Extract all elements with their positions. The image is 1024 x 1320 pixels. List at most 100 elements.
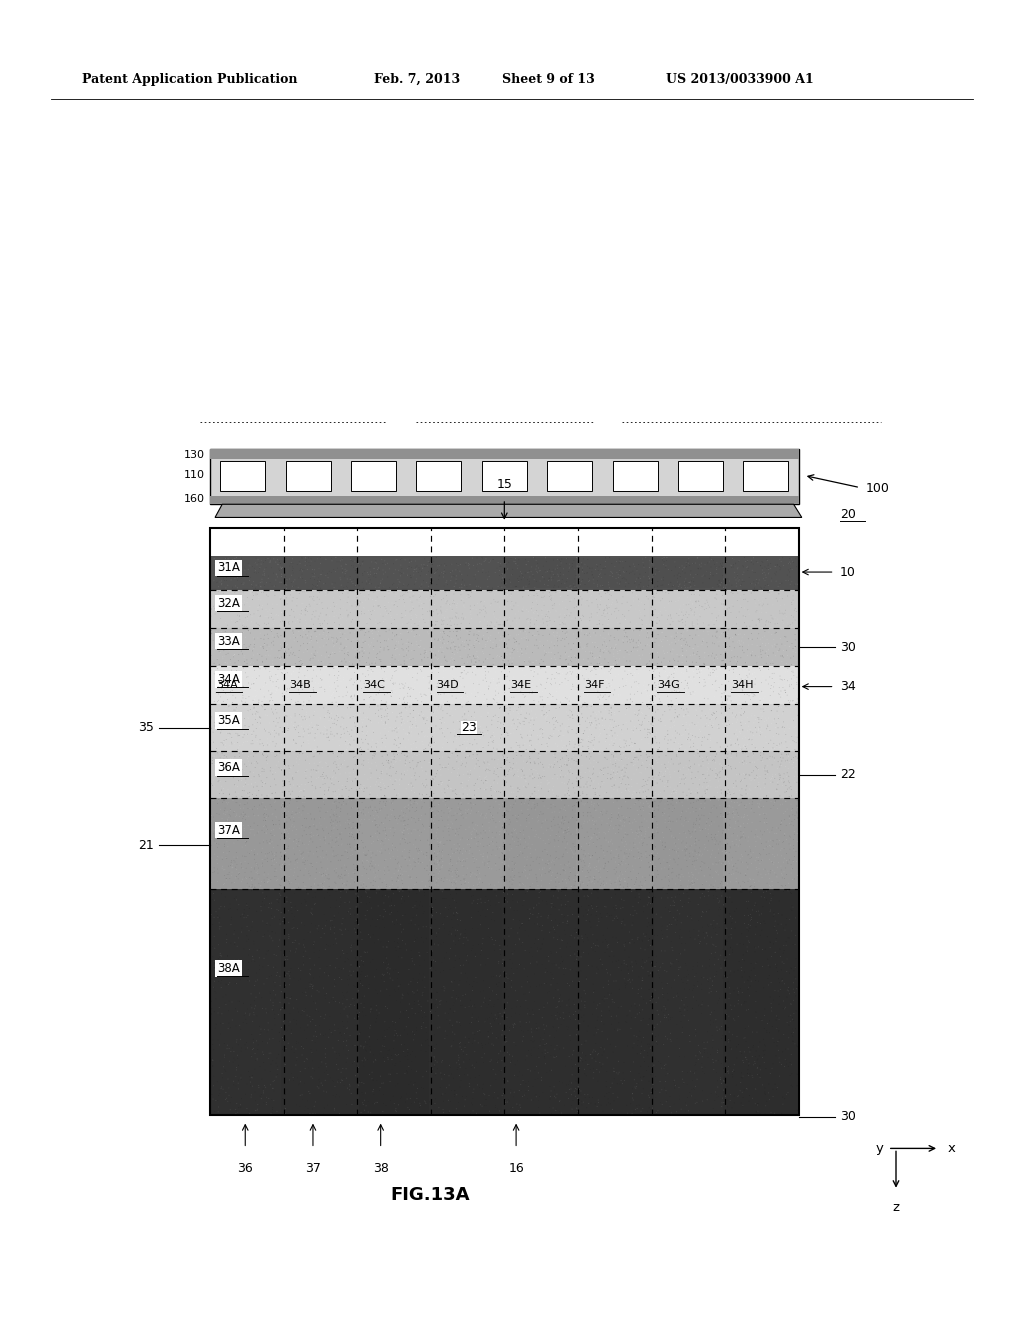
- Point: [424, 624, 440, 645]
- Point: [210, 1002, 226, 1023]
- Point: [334, 1069, 350, 1090]
- Point: [719, 1061, 735, 1082]
- Point: [415, 708, 431, 729]
- Point: [618, 627, 635, 648]
- Point: [732, 816, 749, 837]
- Point: [788, 675, 805, 696]
- Point: [727, 733, 743, 754]
- Point: [474, 846, 490, 867]
- Point: [321, 622, 337, 643]
- Point: [333, 998, 349, 1019]
- Point: [706, 795, 722, 816]
- Point: [343, 935, 359, 956]
- Point: [470, 576, 486, 597]
- Point: [782, 663, 799, 684]
- Point: [415, 1078, 431, 1100]
- Point: [384, 574, 400, 595]
- Point: [745, 760, 762, 781]
- Point: [212, 1005, 228, 1026]
- Point: [486, 615, 503, 636]
- Point: [237, 899, 253, 920]
- Point: [457, 779, 473, 800]
- Point: [289, 631, 305, 652]
- Point: [539, 894, 555, 915]
- Point: [503, 781, 519, 803]
- Point: [209, 837, 225, 858]
- Point: [269, 717, 286, 738]
- Point: [376, 657, 392, 678]
- Point: [470, 620, 486, 642]
- Point: [443, 854, 460, 875]
- Point: [563, 602, 580, 623]
- Point: [617, 977, 634, 998]
- Point: [417, 726, 433, 747]
- Point: [240, 774, 256, 795]
- Point: [248, 701, 264, 722]
- Point: [351, 640, 368, 661]
- Point: [701, 614, 718, 635]
- Point: [587, 682, 603, 704]
- Point: [395, 677, 412, 698]
- Point: [211, 581, 227, 602]
- Point: [435, 826, 452, 847]
- Point: [475, 669, 492, 690]
- Point: [399, 1041, 416, 1063]
- Point: [771, 891, 787, 912]
- Point: [688, 659, 705, 680]
- Point: [739, 688, 756, 709]
- Point: [602, 663, 618, 684]
- Point: [570, 957, 587, 978]
- Point: [577, 993, 593, 1014]
- Point: [229, 1044, 246, 1065]
- Point: [519, 837, 536, 858]
- Point: [302, 648, 318, 669]
- Point: [752, 636, 768, 657]
- Point: [696, 928, 713, 949]
- Point: [581, 862, 597, 883]
- Point: [372, 595, 388, 616]
- Point: [524, 898, 541, 919]
- Point: [352, 701, 369, 722]
- Point: [746, 577, 763, 598]
- Point: [469, 744, 485, 766]
- Point: [562, 857, 579, 878]
- Point: [658, 685, 675, 706]
- Point: [398, 1061, 415, 1082]
- Point: [526, 624, 543, 645]
- Point: [513, 800, 529, 821]
- Point: [761, 783, 777, 804]
- Point: [234, 845, 251, 866]
- Point: [659, 685, 676, 706]
- Point: [372, 793, 388, 814]
- Point: [702, 789, 719, 810]
- Point: [299, 1005, 315, 1026]
- Point: [221, 867, 238, 888]
- Point: [555, 725, 571, 746]
- Point: [368, 733, 384, 754]
- Point: [551, 1071, 567, 1092]
- Point: [534, 779, 550, 800]
- Point: [699, 750, 716, 771]
- Point: [531, 570, 548, 591]
- Point: [252, 572, 268, 593]
- Point: [687, 705, 703, 726]
- Point: [767, 979, 783, 1001]
- Point: [256, 634, 272, 655]
- Point: [458, 708, 474, 729]
- Point: [502, 1018, 518, 1039]
- Point: [594, 760, 610, 781]
- Point: [679, 906, 695, 927]
- Point: [454, 697, 470, 718]
- Point: [645, 846, 662, 867]
- Point: [513, 767, 529, 788]
- Point: [333, 609, 349, 630]
- Point: [660, 875, 677, 896]
- Point: [686, 605, 702, 626]
- Point: [651, 1082, 668, 1104]
- Point: [262, 550, 279, 572]
- Point: [780, 758, 797, 779]
- Point: [611, 837, 628, 858]
- Point: [585, 898, 601, 919]
- Point: [217, 652, 233, 673]
- Point: [592, 948, 608, 969]
